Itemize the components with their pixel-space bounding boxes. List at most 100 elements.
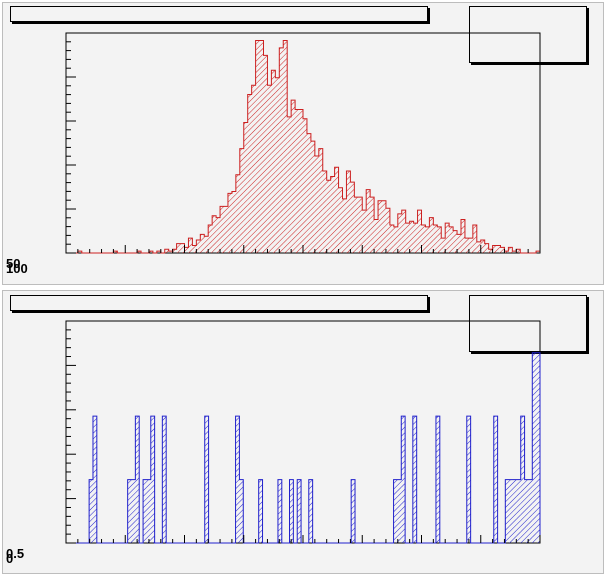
histogram-bar xyxy=(500,247,505,253)
histogram-bar xyxy=(421,225,426,253)
histogram-bar xyxy=(472,225,477,253)
histogram-bar xyxy=(524,479,529,543)
histogram-bar xyxy=(314,156,319,253)
histogram-bar xyxy=(156,251,161,253)
histogram-bar xyxy=(291,100,296,253)
histogram-bar xyxy=(283,40,288,253)
histogram-bar xyxy=(492,245,497,253)
histogram-bar xyxy=(289,479,294,543)
histogram-bar xyxy=(445,223,450,253)
histogram-bar xyxy=(255,40,260,253)
histogram-bar xyxy=(172,249,177,253)
histogram-bar xyxy=(303,118,307,253)
histogram-bar xyxy=(466,416,471,543)
histogram-bar xyxy=(239,479,244,543)
histogram-bar xyxy=(516,479,521,543)
histogram-bar xyxy=(251,85,256,253)
histogram-bar xyxy=(342,198,347,253)
histogram-bar xyxy=(437,226,442,253)
histogram-bar xyxy=(520,416,525,543)
histogram-bar xyxy=(146,479,151,543)
histogram-bar xyxy=(131,479,136,543)
histogram-bar xyxy=(267,85,272,253)
histogram-bar xyxy=(235,174,240,253)
histogram-bar xyxy=(287,116,292,253)
histogram-bar xyxy=(271,70,276,253)
histogram-bar xyxy=(350,182,355,253)
histogram-bar xyxy=(484,243,489,253)
histogram-bar xyxy=(354,197,359,253)
histogram-bar xyxy=(512,251,517,253)
histogram-bar xyxy=(137,251,142,253)
histogram-bar xyxy=(196,239,201,253)
histogram-bar xyxy=(453,230,458,253)
histogram-bar xyxy=(204,236,209,253)
histogram-bar xyxy=(504,251,509,253)
histogram-bar xyxy=(516,249,521,253)
histogram-bar xyxy=(385,208,390,253)
histogram-bar xyxy=(334,167,339,253)
histogram-bar xyxy=(77,251,82,253)
histogram-bar xyxy=(493,416,498,543)
histogram-bar xyxy=(322,170,327,253)
histogram-bar xyxy=(227,193,232,253)
histogram-bar xyxy=(513,479,517,543)
histogram-plot-bottom: 0.50 xyxy=(6,320,541,566)
histogram-bar xyxy=(224,206,228,253)
histogram-bar xyxy=(148,251,153,253)
histogram-bar xyxy=(338,187,343,253)
histogram-bar xyxy=(401,416,406,543)
histogram-bar xyxy=(389,225,394,253)
histogram-bar xyxy=(92,416,97,543)
histogram-bar xyxy=(429,217,434,253)
histogram-bar xyxy=(188,238,193,253)
histogram-bar xyxy=(164,249,169,253)
histogram-bar xyxy=(318,148,323,253)
histogram-bar xyxy=(243,122,248,254)
histogram-bar xyxy=(441,238,446,253)
histogram-bar xyxy=(409,221,414,253)
histogram-bar xyxy=(326,180,331,253)
histogram-bar xyxy=(433,225,438,253)
histogram-bar xyxy=(297,479,302,543)
histogram-bar xyxy=(412,416,417,543)
histogram-bar xyxy=(496,245,501,253)
histogram-bar xyxy=(168,251,173,253)
histogram-bar xyxy=(536,352,540,543)
histogram-bar xyxy=(299,109,303,254)
histogram-bar xyxy=(461,219,465,253)
histogram-bar xyxy=(508,247,513,253)
histogram-bar xyxy=(480,239,485,253)
histogram-bar xyxy=(308,479,313,543)
stats-box-top xyxy=(469,6,587,63)
histogram-bar xyxy=(378,200,382,253)
histogram-bar xyxy=(532,352,537,543)
histogram-bar xyxy=(509,479,514,543)
histogram-bar xyxy=(488,249,493,253)
histogram-bar xyxy=(208,225,213,253)
histogram-bar xyxy=(235,416,240,543)
histogram-bar xyxy=(306,133,311,253)
histogram-bar xyxy=(528,479,533,543)
histogram-bar xyxy=(435,416,440,543)
histogram-bar xyxy=(457,234,461,253)
histogram-bar xyxy=(346,170,351,253)
histogram-bar xyxy=(393,479,398,543)
histogram-bar xyxy=(330,176,335,253)
histogram-bar xyxy=(536,251,540,253)
plot-title-box-top xyxy=(10,6,428,22)
histogram-bar xyxy=(374,219,379,253)
histogram-bar xyxy=(393,226,398,253)
histogram-bar xyxy=(113,251,118,253)
histogram-bar xyxy=(351,479,356,543)
histogram-bar xyxy=(417,210,422,253)
histogram-bar xyxy=(192,245,197,253)
histogram-bar xyxy=(150,416,155,543)
histogram-bar xyxy=(231,191,236,253)
y-axis-label: 100 xyxy=(6,261,28,276)
histogram-bar xyxy=(505,479,510,543)
histogram-bar xyxy=(295,109,300,254)
histogram-bar xyxy=(212,215,217,253)
histogram-bar xyxy=(310,141,315,253)
